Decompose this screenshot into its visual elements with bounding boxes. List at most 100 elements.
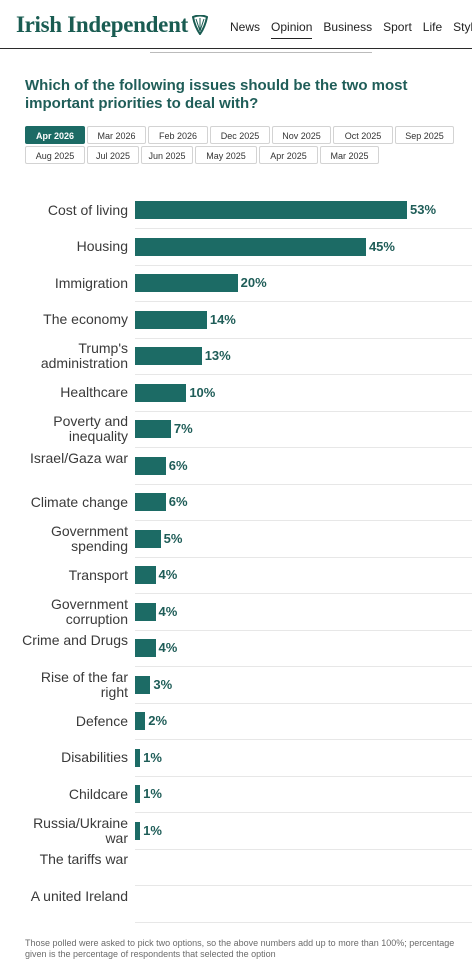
bar [135,420,171,439]
tab-mar-2025[interactable]: Mar 2025 [320,146,379,164]
tab-nov-2025[interactable]: Nov 2025 [272,126,331,144]
value-label: 4% [158,640,178,656]
chart-row [135,667,472,704]
poll-question: Which of the following issues should be … [25,77,408,112]
nav-life[interactable]: Life [422,20,443,34]
value-label: 45% [368,238,395,254]
value-label: 14% [209,311,236,327]
value-label: 2% [148,713,168,729]
category-label: The tariffs war [39,851,128,868]
bar [135,237,366,256]
category-label: Government corruption [50,595,128,627]
value-label: 5% [163,530,183,546]
chart-row [135,338,472,375]
tab-jul-2025[interactable]: Jul 2025 [87,146,139,164]
tab-mar-2026[interactable]: Mar 2026 [87,126,146,144]
category-label: Defence [75,712,128,729]
chart-row [135,776,472,813]
tab-feb-2026[interactable]: Feb 2026 [148,126,208,144]
footnote: Those polled were asked to pick two opti… [25,938,455,959]
bar [135,639,156,658]
tab-may-2025[interactable]: May 2025 [195,146,257,164]
bar [135,456,166,475]
chart-row [135,484,472,521]
category-label: Israel/Gaza war [29,449,128,466]
category-label: Government spending [50,522,128,554]
nav-news[interactable]: News [230,20,261,34]
chart-row [135,813,472,850]
chart-row [135,594,472,631]
value-label: 3% [153,676,173,692]
value-label: 1% [143,822,162,838]
category-label: Disabilities [61,749,128,766]
bar [135,675,151,694]
bar [135,821,141,840]
bar [135,566,156,585]
value-label: 13% [204,348,231,364]
chart-row [135,229,472,266]
chart-row [135,302,472,339]
harp-icon [191,15,208,35]
bar [135,383,187,402]
bar [135,712,146,731]
tab-apr-2026[interactable]: Apr 2026 [25,126,85,144]
category-label: The economy [43,311,128,328]
category-label: Transport [68,566,128,583]
value-label: 20% [240,275,267,291]
bar [135,310,207,329]
chart-row [135,192,472,229]
bar [135,748,141,767]
nav-sport[interactable]: Sport [383,20,412,34]
bar [135,274,238,293]
tab-jun-2025[interactable]: Jun 2025 [141,146,193,164]
main-nav: News Opinion Business Sport Life Style [230,20,472,39]
bar [135,785,141,804]
tab-apr-2025[interactable]: Apr 2025 [259,146,318,164]
chart-row [135,411,472,448]
value-label: 7% [173,421,193,437]
category-label: A united Ireland [30,887,128,904]
chart-row [135,448,472,485]
category-label: Rise of the far right [40,668,128,700]
value-label: 10% [189,384,216,400]
tab-row: Apr 2026 Mar 2026 Feb 2026 Dec 2025 Nov … [25,126,465,144]
nav-opinion[interactable]: Opinion [271,20,313,39]
tab-sep-2025[interactable]: Sep 2025 [395,126,454,144]
brand-name: Irish Independent [16,12,188,37]
bar [135,493,166,512]
value-label: 6% [168,457,188,473]
category-label: Healthcare [60,384,128,401]
category-label: Climate change [30,493,128,510]
brand-logo[interactable]: Irish Independent [16,12,208,38]
divider [150,52,372,53]
category-label: Crime and Drugs [22,632,128,649]
value-label: 53% [410,202,437,218]
nav-business[interactable]: Business [323,20,373,34]
month-tabs: Apr 2026 Mar 2026 Feb 2026 Dec 2025 Nov … [25,126,465,166]
category-label: Cost of living [47,201,128,218]
category-label: Immigration [54,274,128,291]
category-label: Poverty and inequality [53,413,128,445]
bar [135,201,407,220]
category-label: Russia/Ukraine war [33,814,128,846]
tab-oct-2025[interactable]: Oct 2025 [333,126,393,144]
category-label: Trump's administration [40,340,128,372]
value-label: 4% [158,603,178,619]
tab-dec-2025[interactable]: Dec 2025 [210,126,270,144]
chart-row [135,521,472,558]
chart-row [135,886,472,923]
bar [135,602,156,621]
chart-row [135,849,472,886]
value-label: 1% [143,749,162,765]
nav-style[interactable]: Style [453,20,472,34]
category-label: Childcare [68,785,128,802]
tab-aug-2025[interactable]: Aug 2025 [25,146,85,164]
chart-row [135,557,472,594]
chart-row [135,265,472,302]
bar-chart: Cost of living 53% Housing 45% Immigration 20… [0,192,472,923]
value-label: 6% [168,494,188,510]
chart-row [135,630,472,667]
category-label: Housing [76,238,128,255]
value-label: 1% [143,786,162,802]
value-label: 4% [158,567,178,583]
